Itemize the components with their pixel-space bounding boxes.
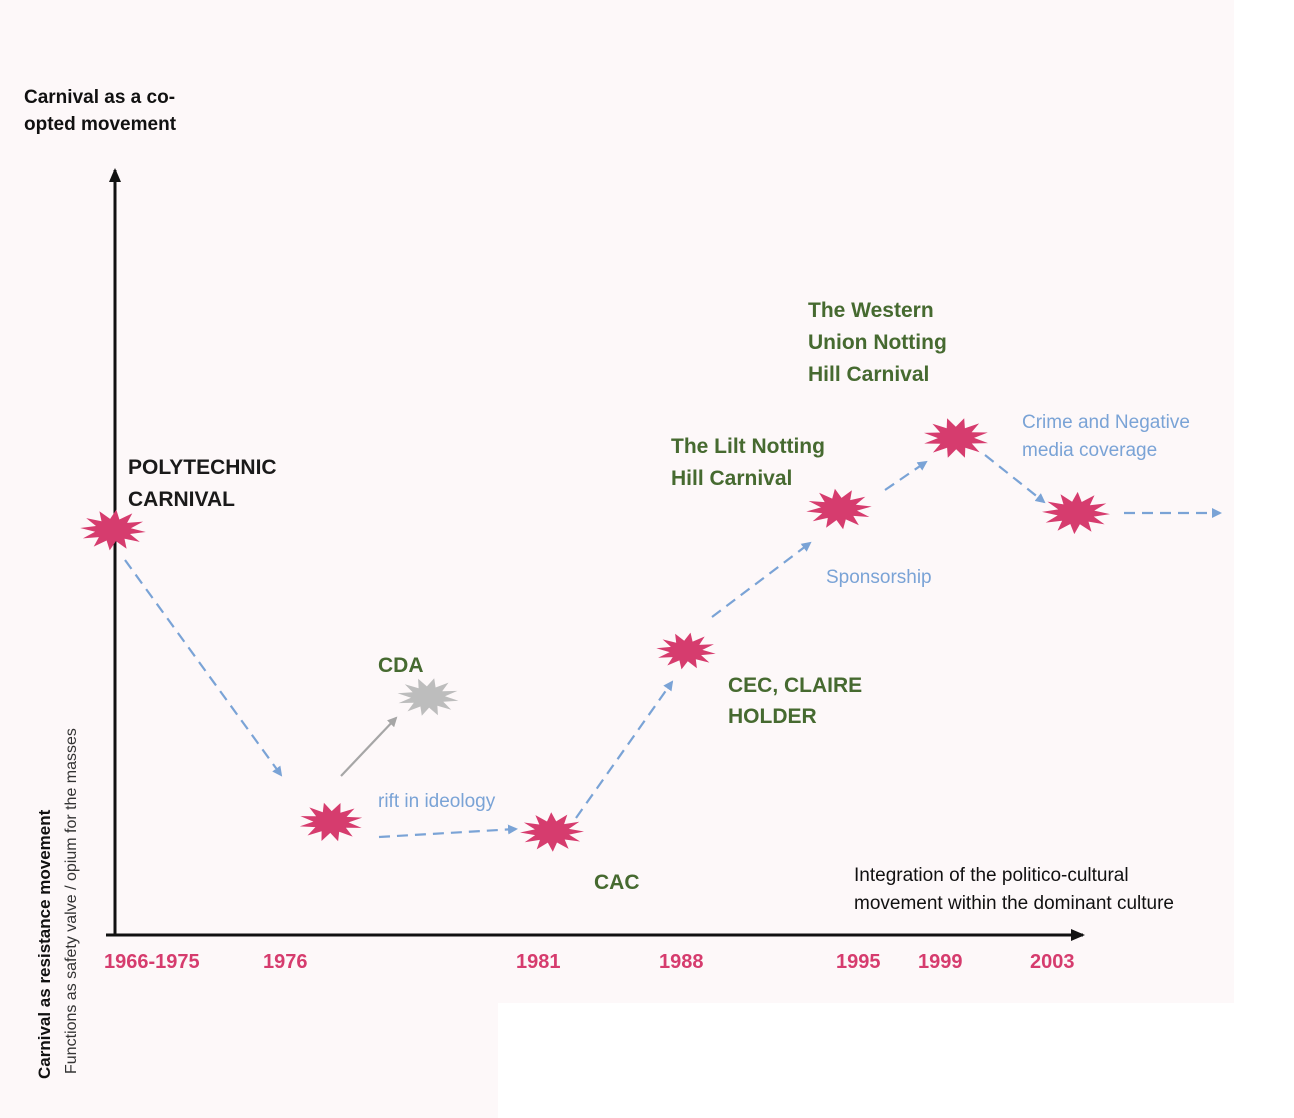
year-label-1988: 1988 <box>659 951 704 973</box>
event-label-cec-line2: HOLDER <box>728 705 817 728</box>
diagram-background-strip <box>0 1003 498 1118</box>
note-crime-line1: Crime and Negative <box>1022 412 1190 433</box>
marker-cda <box>397 678 459 716</box>
event-label-western-union-line2: Union Notting <box>808 331 947 354</box>
event-label-western-union-line3: Hill Carnival <box>808 363 929 386</box>
event-label-polytechnic-line1: POLYTECHNIC <box>128 456 277 479</box>
marker-polytechnic <box>80 509 146 551</box>
year-label-1966-1975: 1966-1975 <box>104 951 200 973</box>
note-crime-line2: media coverage <box>1022 440 1157 461</box>
event-label-western-union-line1: The Western <box>808 299 934 322</box>
year-label-1995: 1995 <box>836 951 881 973</box>
event-label-lilt-line1: The Lilt Notting <box>671 435 825 458</box>
marker-cec <box>656 632 716 670</box>
event-label-cec-line1: CEC, CLAIRE <box>728 674 862 697</box>
arrow-1976-to-cda <box>340 716 398 777</box>
arrow-polytechnic-to-1976 <box>124 559 283 777</box>
event-label-cda: CDA <box>378 654 424 677</box>
event-label-cac: CAC <box>594 871 640 894</box>
marker-western-union <box>924 418 988 458</box>
y-axis-top-label-line2: opted movement <box>24 114 177 135</box>
year-label-2003: 2003 <box>1030 951 1075 973</box>
note-rift-in-ideology: rift in ideology <box>378 791 496 812</box>
year-label-1999: 1999 <box>918 951 963 973</box>
event-label-lilt-line2: Hill Carnival <box>671 467 792 490</box>
arrow-lilt-to-western-union <box>884 460 928 491</box>
note-sponsorship: Sponsorship <box>826 567 932 588</box>
y-axis-top-label-line1: Carnival as a co- <box>24 87 175 108</box>
arrow-western-union-to-2003 <box>984 454 1046 504</box>
arrow-cac-to-cec <box>575 680 674 819</box>
year-label-1981: 1981 <box>516 951 561 973</box>
y-axis-side-sublabel: Functions as safety valve / opium for th… <box>63 728 80 1074</box>
year-label-1976: 1976 <box>263 951 308 973</box>
arrow-1976-to-cac <box>378 824 518 839</box>
marker-2003 <box>1042 491 1110 535</box>
x-axis-label-line2: movement within the dominant culture <box>854 893 1174 914</box>
x-axis-label-line1: Integration of the politico-cultural <box>854 865 1129 886</box>
marker-1976 <box>299 802 363 842</box>
arrow-cec-to-lilt <box>711 541 812 618</box>
marker-lilt <box>806 488 872 530</box>
event-markers <box>80 418 1110 852</box>
marker-cac <box>520 812 584 852</box>
y-axis-side-label: Carnival as resistance movement <box>35 809 54 1079</box>
diagram-background <box>0 0 1234 1003</box>
event-label-polytechnic-line2: CARNIVAL <box>128 488 235 511</box>
